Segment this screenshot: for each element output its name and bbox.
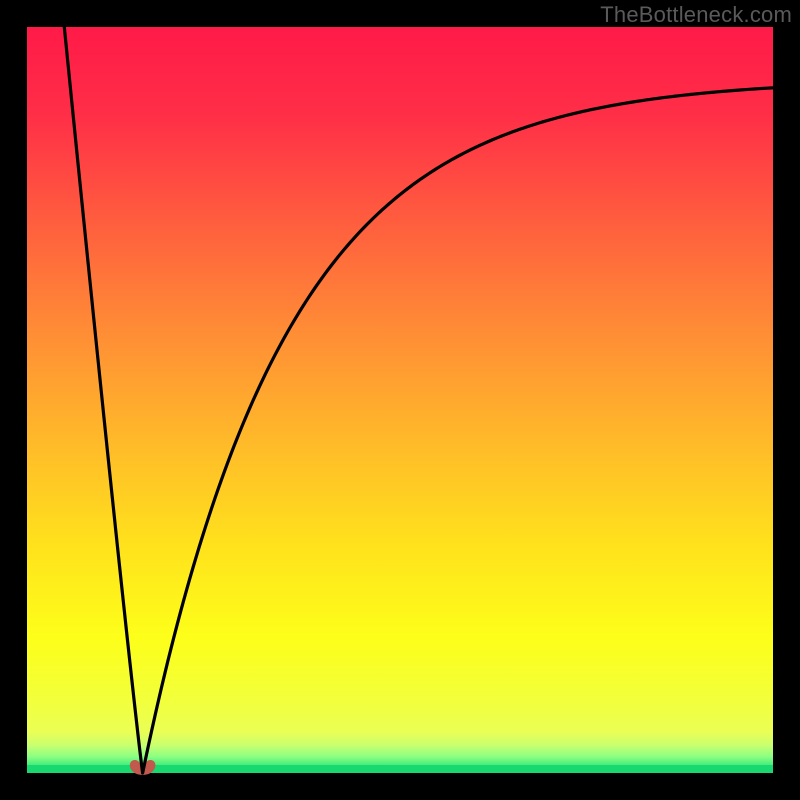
bottleneck-curve-plot (0, 0, 800, 800)
plot-background (27, 27, 773, 773)
watermark-text: TheBottleneck.com (600, 2, 792, 28)
chart-container: TheBottleneck.com (0, 0, 800, 800)
